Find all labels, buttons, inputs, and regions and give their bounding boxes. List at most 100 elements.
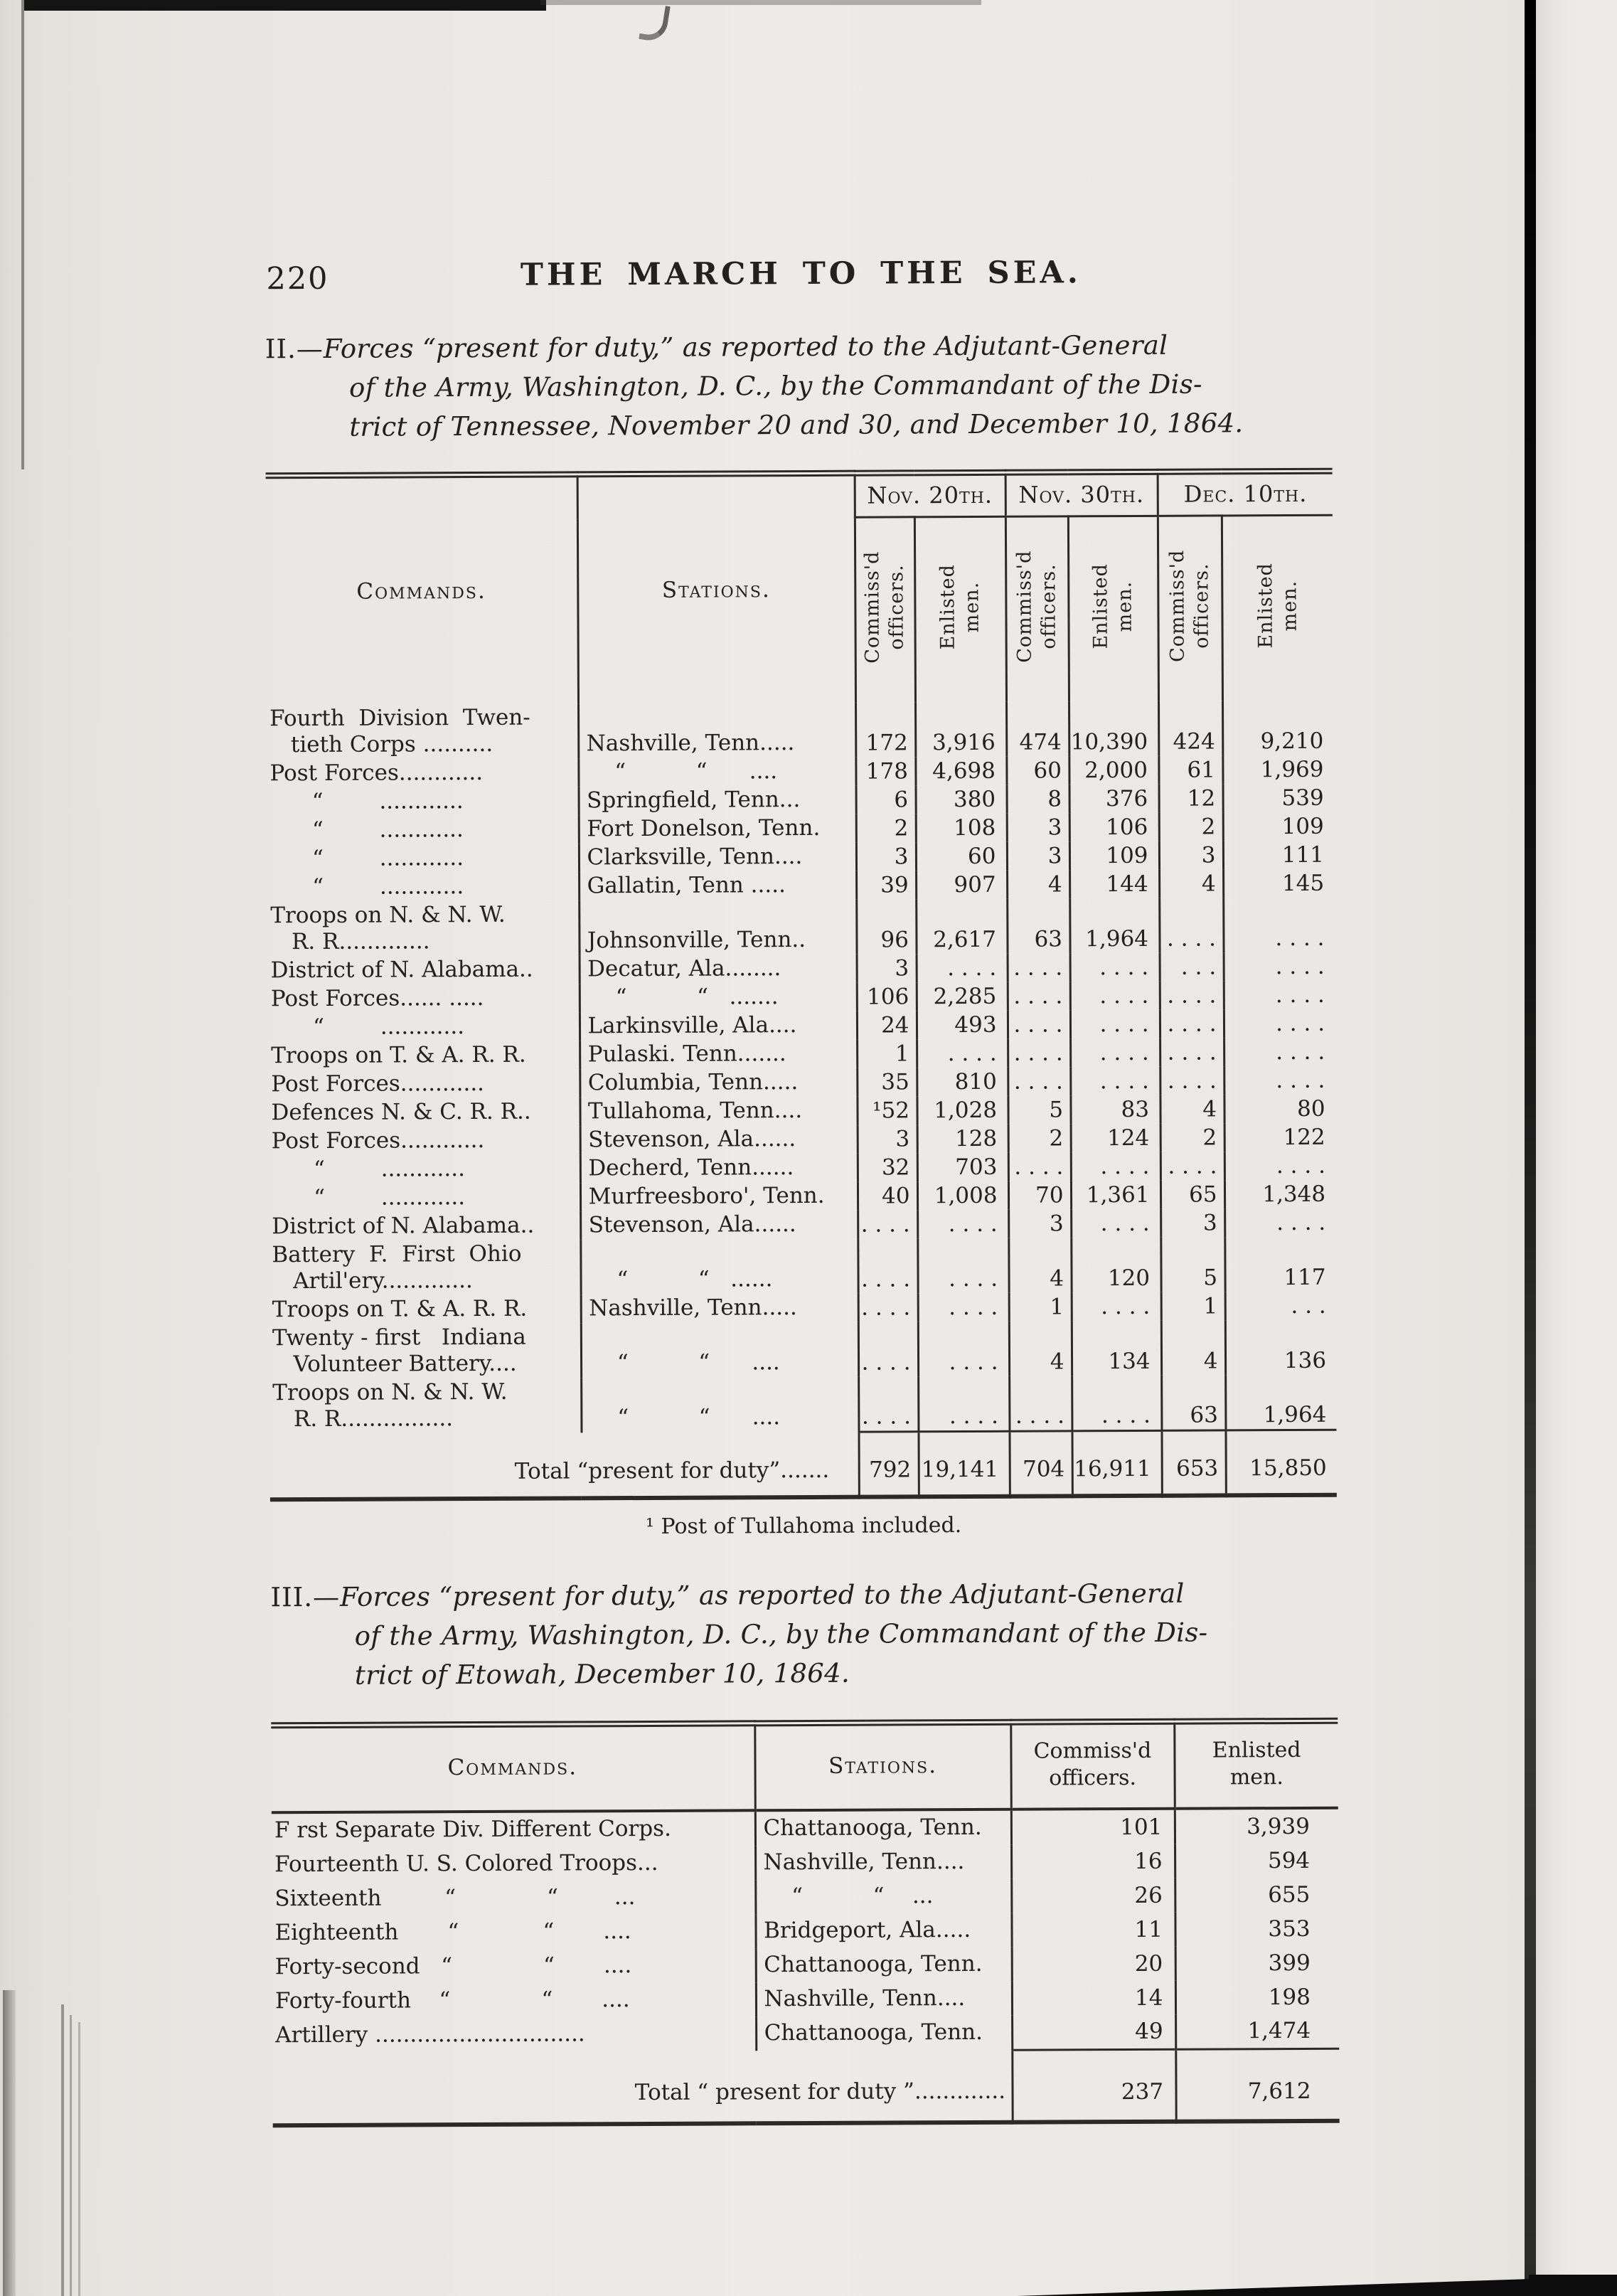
- caption-numeral: II.—: [265, 333, 324, 365]
- nov20-enlisted-cell: 3,916: [915, 701, 1007, 758]
- station-cell: Nashville, Tenn.....: [578, 702, 856, 759]
- nov30-officers-cell: 1: [1008, 1292, 1072, 1322]
- dec10-enlisted-cell: . . . .: [1224, 1208, 1336, 1238]
- table-row: Battery F. First Ohio Artil'ery.........…: [269, 1236, 1336, 1297]
- enlisted-cell: 594: [1175, 1843, 1339, 1878]
- dec10-enlisted-cell: 122: [1224, 1122, 1335, 1152]
- officers-cell: 26: [1011, 1878, 1175, 1913]
- dec10-officers-cell: 5: [1160, 1237, 1225, 1292]
- total-dec10-enlisted: 15,850: [1225, 1429, 1337, 1495]
- scan-crease-artifact: [61, 2004, 64, 2296]
- command-cell: Post Forces............: [270, 759, 484, 787]
- command-cell: “ ............: [270, 817, 464, 844]
- table-row: Forty-second “ “ .... Chattanooga, Tenn.…: [272, 1945, 1339, 1984]
- nov30-officers-cell: 60: [1006, 756, 1069, 785]
- nov20-enlisted-cell: 810: [917, 1067, 1008, 1097]
- col-header-nov-30: Nov. 30th.: [1005, 472, 1158, 517]
- station-cell: “ “ ......: [580, 1238, 858, 1295]
- table-body: Fourth Division Twen- tieth Corps ......…: [267, 700, 1337, 1435]
- nov20-officers-cell: 2: [855, 814, 916, 843]
- nov30-officers-cell: . . . .: [1008, 1067, 1071, 1096]
- nov30-enlisted-cell: . . . .: [1069, 952, 1160, 982]
- station-cell: Tullahoma, Tenn....: [580, 1096, 858, 1127]
- table-row: “ ............ Springfield, Tenn... 6 38…: [267, 783, 1334, 817]
- table-row: District of N. Alabama.. Stevenson, Ala.…: [269, 1208, 1336, 1242]
- nov20-officers-cell: 172: [855, 702, 916, 758]
- nov20-officers-cell: 6: [855, 785, 916, 814]
- scan-crease-artifact: [3, 1990, 16, 2296]
- table3-caption: III.—Forces “present for duty,” as repor…: [270, 1573, 1343, 1695]
- total-dec10-officers: 653: [1161, 1430, 1226, 1496]
- command-cell: District of N. Alabama..: [270, 956, 533, 984]
- station-cell: Chattanooga, Tenn.: [756, 2015, 1013, 2051]
- rotated-label: Commiss'd officers.: [861, 551, 908, 664]
- station-cell: Springfield, Tenn...: [578, 785, 856, 816]
- running-head: THE MARCH TO THE SEA.: [520, 255, 1082, 293]
- rotated-label: Enlisted men.: [1254, 562, 1301, 649]
- nov20-enlisted-cell: 1,028: [917, 1095, 1008, 1125]
- dec10-officers-cell: 3: [1160, 1208, 1225, 1238]
- dec10-enlisted-cell: . . . .: [1223, 897, 1335, 953]
- total-officers: 237: [1012, 2048, 1176, 2122]
- table-row: Forty-fourth “ “ .... Nashville, Tenn...…: [272, 1979, 1340, 2019]
- nov20-enlisted-cell: . . . .: [917, 1038, 1008, 1068]
- table-row: Troops on T. & A. R. R. Pulaski. Tenn...…: [268, 1037, 1335, 1071]
- table-row: F rst Separate Div. Different Corps. Cha…: [272, 1807, 1339, 1848]
- nov30-enlisted-cell: 1,361: [1070, 1180, 1161, 1210]
- dec10-enlisted-cell: 111: [1222, 840, 1335, 870]
- officers-cell: 20: [1011, 1946, 1175, 1982]
- command-cell: “ ............: [270, 788, 464, 815]
- nov20-enlisted-cell: . . . .: [916, 953, 1008, 983]
- dec10-enlisted-cell: . . . .: [1223, 952, 1335, 982]
- nov20-officers-cell: . . . .: [858, 1210, 918, 1239]
- station-cell: Stevenson, Ala......: [580, 1125, 858, 1155]
- dec10-enlisted-cell: 9,210: [1222, 700, 1334, 756]
- total-nov30-enlisted: 16,911: [1072, 1430, 1162, 1496]
- nov30-officers-cell: 2: [1008, 1124, 1071, 1153]
- command-cell: “ ............: [270, 1014, 465, 1041]
- nov30-enlisted-cell: . . . .: [1070, 1038, 1160, 1068]
- dec10-officers-cell: . . . .: [1160, 1066, 1224, 1095]
- nov30-enlisted-cell: 134: [1071, 1320, 1162, 1376]
- dec10-officers-cell: 65: [1160, 1180, 1225, 1209]
- nov20-officers-cell: 32: [857, 1153, 917, 1182]
- dec10-enlisted-cell: . . . .: [1223, 980, 1335, 1010]
- col-header-stations: Stations.: [754, 1721, 1011, 1810]
- col-header-stations: Stations.: [577, 473, 856, 704]
- table-row: Troops on T. & A. R. R. Nashville, Tenn.…: [270, 1291, 1336, 1325]
- enlisted-cell: 198: [1175, 1979, 1340, 2015]
- nov20-officers-cell: 39: [856, 871, 917, 900]
- nov30-enlisted-cell: . . . .: [1069, 1009, 1160, 1039]
- enlisted-cell: 3,939: [1174, 1807, 1339, 1844]
- nov30-officers-cell: . . . .: [1007, 953, 1070, 982]
- table-row: “ ............ Fort Donelson, Tenn. 2 10…: [267, 812, 1334, 846]
- nov20-officers-cell: ¹52: [857, 1096, 917, 1125]
- table-row: Post Forces............ Stevenson, Ala..…: [269, 1122, 1335, 1157]
- station-cell: Larkinsville, Ala....: [579, 1011, 858, 1041]
- dec10-enlisted-cell: 1,348: [1224, 1179, 1336, 1209]
- dec10-officers-cell: 12: [1158, 784, 1223, 813]
- nov30-enlisted-cell: . . . .: [1071, 1292, 1161, 1322]
- dec10-officers-cell: 4: [1160, 1095, 1224, 1124]
- table-header: Commands. Stations. Commiss'd officers. …: [271, 1720, 1338, 1812]
- nov30-enlisted-cell: 109: [1069, 841, 1160, 871]
- scan-right-page-edge: [1536, 0, 1617, 2296]
- dec10-officers-cell: 424: [1158, 701, 1223, 756]
- total-label: Total “ present for duty ”.............: [634, 2078, 1006, 2106]
- nov30-officers-cell: 4: [1008, 1321, 1072, 1376]
- col-header-dec-10: Dec. 10th.: [1157, 471, 1333, 516]
- dec10-officers-cell: 4: [1159, 869, 1224, 898]
- dec10-enlisted-cell: . . . .: [1224, 1151, 1335, 1181]
- table-row: Eighteenth “ “ .... Bridgeport, Ala.....…: [272, 1911, 1339, 1950]
- nov20-enlisted-cell: 703: [917, 1152, 1008, 1182]
- dec10-enlisted-cell: . . .: [1224, 1291, 1336, 1321]
- table-row: Defences N. & C. R. R.. Tullahoma, Tenn.…: [268, 1094, 1335, 1128]
- station-cell: Chattanooga, Tenn.: [754, 1809, 1012, 1846]
- dec10-officers-cell: 61: [1158, 755, 1223, 785]
- nov30-officers-cell: 4: [1007, 870, 1070, 899]
- nov20-officers-cell: 40: [857, 1181, 918, 1211]
- nov30-officers-cell: 4: [1008, 1238, 1072, 1293]
- nov20-enlisted-cell: 907: [916, 870, 1008, 900]
- page-header: 220 THE MARCH TO THE SEA.: [265, 254, 1337, 302]
- col-header-commands: Commands.: [271, 1723, 755, 1812]
